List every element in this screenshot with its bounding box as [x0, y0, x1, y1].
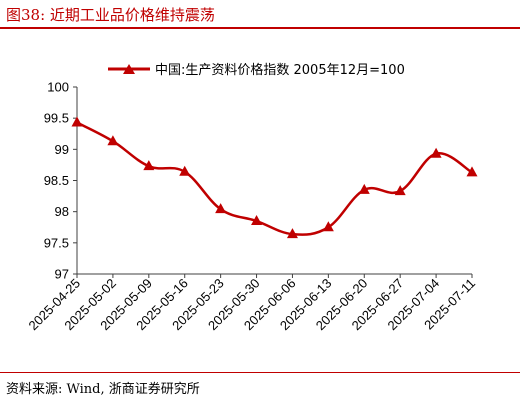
y-tick-label: 99 [55, 142, 69, 157]
y-tick-label: 99.5 [44, 111, 69, 126]
data-point-marker [215, 203, 227, 214]
x-axis: 2025-04-252025-05-022025-05-092025-05-16… [25, 273, 478, 333]
series-line [76, 121, 473, 236]
source-note: 资料来源: Wind, 浙商证券研究所 [6, 382, 200, 397]
y-tick-label: 97.5 [44, 235, 69, 250]
data-point-marker [179, 165, 191, 176]
y-tick-label: 98 [55, 204, 69, 219]
figure-title: 图38: 近期工业品价格维持震荡 [6, 6, 215, 24]
data-point-marker [286, 228, 298, 239]
data-point-marker [358, 183, 370, 194]
y-tick-label: 100 [47, 80, 69, 95]
line-chart: 中国:生产资料价格指数 2005年12月=100 9797.59898.5999… [25, 62, 478, 333]
data-point-marker [107, 135, 119, 146]
data-point-marker [251, 215, 263, 226]
title-divider [0, 27, 520, 29]
source-divider [0, 372, 520, 373]
series-0 [71, 116, 478, 239]
data-point-marker [394, 185, 406, 196]
data-point-marker [430, 147, 442, 158]
data-point-marker [466, 166, 478, 177]
data-point-marker [71, 116, 83, 127]
y-tick-label: 97 [55, 267, 69, 282]
legend-label: 中国:生产资料价格指数 2005年12月=100 [155, 62, 405, 78]
y-axis: 97 97.5 98 98.5 99 99.5 100 [44, 80, 78, 282]
legend-marker [123, 64, 135, 74]
y-tick-label: 98.5 [44, 173, 69, 188]
data-point-marker [322, 221, 334, 232]
data-point-marker [143, 160, 155, 171]
legend: 中国:生产资料价格指数 2005年12月=100 [108, 62, 405, 78]
